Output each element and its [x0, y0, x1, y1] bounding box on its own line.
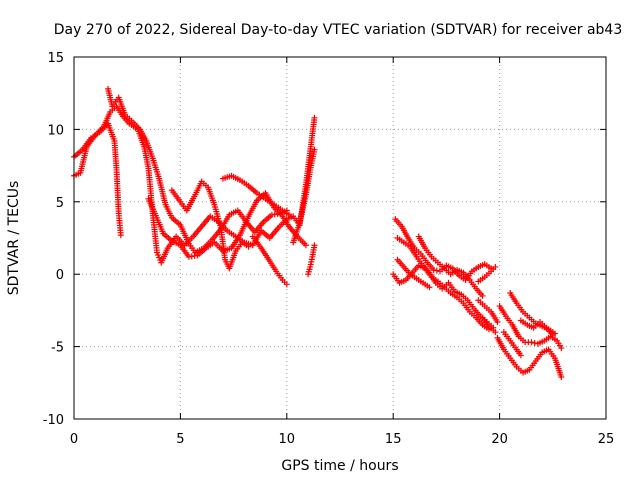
data-point [311, 146, 318, 153]
data-point [479, 292, 486, 299]
data-point [302, 242, 309, 249]
x-tick-label: 0 [70, 432, 78, 447]
y-axis-label: SDTVAR / TECUs [6, 181, 22, 296]
series-track-21 [500, 329, 524, 359]
data-points [71, 85, 565, 381]
series-track-13 [394, 256, 433, 291]
data-point [549, 332, 556, 339]
series-track-20 [507, 290, 558, 337]
series-track-5 [168, 178, 252, 272]
data-point [531, 339, 538, 346]
data-point [517, 352, 524, 359]
series-track-19 [496, 303, 565, 352]
y-tick-labels: -10 -5 0 5 10 15 [43, 51, 64, 428]
x-tick-label: 10 [279, 432, 296, 447]
y-tick-label: -10 [43, 413, 64, 428]
series-track-4 [145, 190, 309, 260]
x-tick-label: 25 [598, 432, 615, 447]
data-point [492, 263, 499, 270]
x-axis-label: GPS time / hours [281, 458, 398, 474]
axis-ticks [73, 56, 607, 420]
y-tick-label: 15 [47, 51, 64, 66]
series-track-12 [394, 235, 497, 331]
series-track-7 [249, 233, 290, 288]
data-point [558, 374, 565, 381]
data-point [492, 329, 499, 336]
series-track-9 [305, 242, 318, 278]
x-tick-label: 5 [176, 432, 184, 447]
series-track-22 [517, 317, 556, 339]
series-track-10 [390, 262, 492, 333]
y-tick-label: 10 [47, 123, 64, 138]
series-track-8 [290, 146, 318, 246]
series-track-14 [415, 233, 486, 299]
x-tick-label: 15 [385, 432, 402, 447]
data-point [528, 339, 535, 346]
data-point [288, 213, 295, 220]
data-point [311, 242, 318, 249]
data-point [558, 345, 565, 352]
data-point [433, 267, 440, 274]
data-point [283, 281, 290, 288]
x-tick-labels: 0 5 10 15 20 25 [70, 432, 614, 447]
series-track-2 [71, 120, 124, 239]
data-point [117, 232, 124, 239]
series-track-17 [479, 314, 499, 336]
data-point [430, 266, 437, 273]
grid-lines [74, 57, 606, 419]
chart-title: Day 270 of 2022, Sidereal Day-to-day VTE… [54, 22, 623, 38]
series-track-18 [494, 334, 565, 381]
y-tick-label: 5 [56, 196, 64, 211]
plot-frame [73, 56, 607, 420]
y-tick-label: 0 [56, 268, 64, 283]
series-track-15 [475, 297, 501, 325]
data-point [426, 284, 433, 291]
data-point [245, 243, 252, 250]
y-tick-label: -5 [51, 341, 64, 356]
data-point [311, 114, 318, 121]
x-tick-label: 20 [491, 432, 508, 447]
data-point [494, 318, 501, 325]
series-track-16 [475, 263, 499, 285]
series-track-6 [219, 172, 295, 220]
